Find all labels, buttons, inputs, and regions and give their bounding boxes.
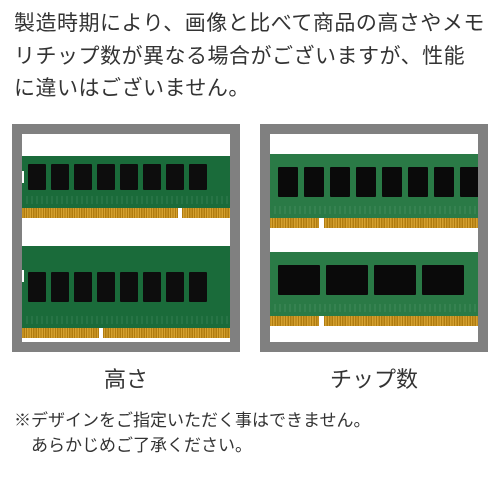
caption-height: 高さ <box>104 362 148 394</box>
comparison-panels: 高さ <box>0 124 500 394</box>
chip-row <box>28 272 207 302</box>
frame-chipcount <box>260 124 488 352</box>
sodimm-4chip <box>268 252 488 326</box>
footer-note: ※デザインをご指定いただく事はできません。 あらかじめご了承ください。 <box>0 394 500 459</box>
notice-text: 製造時期により、画像と比べて商品の高さやメモリチップ数が異なる場合がございますが… <box>0 0 500 124</box>
sodimm-8chip <box>268 154 488 228</box>
caption-chipcount: チップ数 <box>330 362 418 394</box>
footer-line-2: あらかじめご了承ください。 <box>14 433 486 459</box>
chip-row <box>278 265 464 295</box>
dimm-tall <box>20 246 240 338</box>
panel-chipcount: チップ数 <box>258 124 490 394</box>
footer-line-1: ※デザインをご指定いただく事はできません。 <box>14 408 486 434</box>
chip-row <box>28 164 207 190</box>
dimm-short <box>20 156 240 218</box>
panel-height: 高さ <box>10 124 242 394</box>
frame-height <box>12 124 240 352</box>
chip-row <box>278 167 480 197</box>
